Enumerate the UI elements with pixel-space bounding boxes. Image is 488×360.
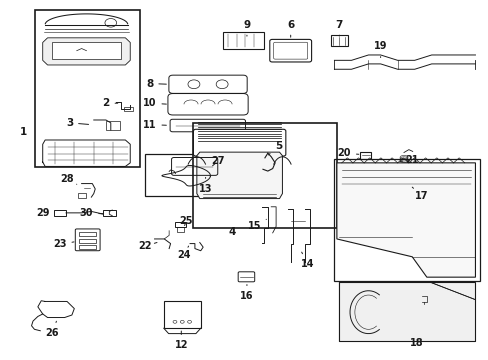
Text: 21: 21 — [399, 156, 418, 165]
Polygon shape — [197, 152, 282, 199]
Bar — [175, 222, 186, 227]
Polygon shape — [336, 163, 474, 277]
Text: 19: 19 — [373, 41, 386, 58]
Text: 25: 25 — [179, 216, 192, 226]
Text: 29: 29 — [36, 208, 49, 218]
Text: 7: 7 — [335, 19, 342, 36]
Text: 3: 3 — [66, 118, 88, 128]
FancyBboxPatch shape — [193, 129, 285, 156]
Bar — [102, 210, 116, 216]
Bar — [79, 239, 96, 243]
Bar — [330, 35, 347, 46]
Text: 17: 17 — [411, 187, 428, 201]
Text: 6: 6 — [286, 19, 294, 37]
Bar — [360, 152, 370, 158]
Text: 2: 2 — [102, 98, 118, 108]
Text: 27: 27 — [211, 157, 224, 166]
Bar — [54, 210, 66, 216]
Bar — [78, 193, 86, 198]
Text: 23: 23 — [53, 239, 74, 249]
Bar — [79, 232, 96, 237]
Bar — [163, 301, 201, 328]
Bar — [193, 123, 336, 228]
Bar — [79, 245, 96, 249]
Bar — [35, 10, 140, 167]
Polygon shape — [42, 38, 130, 65]
Text: 5: 5 — [268, 141, 282, 155]
Bar — [52, 42, 120, 59]
Text: 8: 8 — [146, 78, 166, 89]
Text: 14: 14 — [300, 252, 314, 269]
Text: 13: 13 — [199, 177, 212, 194]
Text: 26: 26 — [45, 321, 59, 338]
Text: 20: 20 — [337, 148, 358, 158]
Text: 1: 1 — [20, 127, 27, 137]
Bar — [106, 121, 119, 130]
Text: 30: 30 — [80, 208, 103, 218]
Bar — [144, 154, 242, 196]
Bar — [334, 159, 479, 281]
Text: 24: 24 — [177, 246, 190, 260]
Text: 11: 11 — [142, 120, 166, 130]
Text: 18: 18 — [409, 338, 423, 347]
Text: 16: 16 — [240, 285, 253, 301]
Polygon shape — [339, 282, 474, 342]
Bar — [123, 107, 132, 111]
Text: 9: 9 — [243, 19, 250, 36]
Text: 15: 15 — [247, 219, 266, 231]
Text: 22: 22 — [138, 241, 157, 251]
Text: 12: 12 — [174, 331, 188, 350]
Bar — [177, 227, 184, 232]
Text: 4: 4 — [228, 227, 236, 237]
Text: 10: 10 — [142, 98, 166, 108]
Text: 28: 28 — [60, 174, 77, 184]
